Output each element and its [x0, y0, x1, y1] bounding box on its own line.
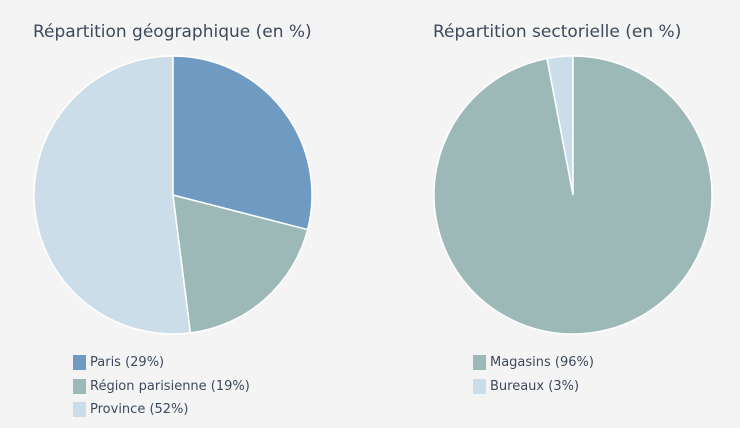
legend-item: Paris (29%) [73, 351, 250, 375]
legend-item: Magasins (96%) [473, 351, 594, 375]
pie-slice-province [33, 55, 192, 335]
legend-swatch [73, 402, 86, 418]
legend-swatch [73, 355, 86, 371]
pie-slice-paris [172, 55, 313, 231]
pie-slice-magasins [433, 55, 713, 335]
legend-swatch [73, 378, 86, 394]
legend-item: Région parisienne (19%) [73, 375, 250, 399]
legend-item: Bureaux (3%) [473, 375, 594, 399]
legend-label: Paris (29%) [90, 355, 165, 371]
legend-label: Région parisienne (19%) [90, 378, 250, 394]
legend-label: Magasins (96%) [490, 355, 594, 371]
chart-title-geographic: Répartition géographique (en %) [33, 22, 312, 42]
legend-label: Bureaux (3%) [490, 378, 580, 394]
legend-item: Province (52%) [73, 398, 250, 422]
pie-slice-région-parisienne [172, 193, 309, 334]
legend-swatch [473, 355, 486, 371]
legend-label: Province (52%) [90, 402, 189, 418]
legend-geographic: Paris (29%) Région parisienne (19%) Provin… [73, 351, 250, 422]
legend-swatch [473, 378, 486, 394]
legend-sector: Magasins (96%) Bureaux (3%) [473, 351, 594, 398]
chart-title-sector: Répartition sectorielle (en %) [433, 22, 682, 42]
